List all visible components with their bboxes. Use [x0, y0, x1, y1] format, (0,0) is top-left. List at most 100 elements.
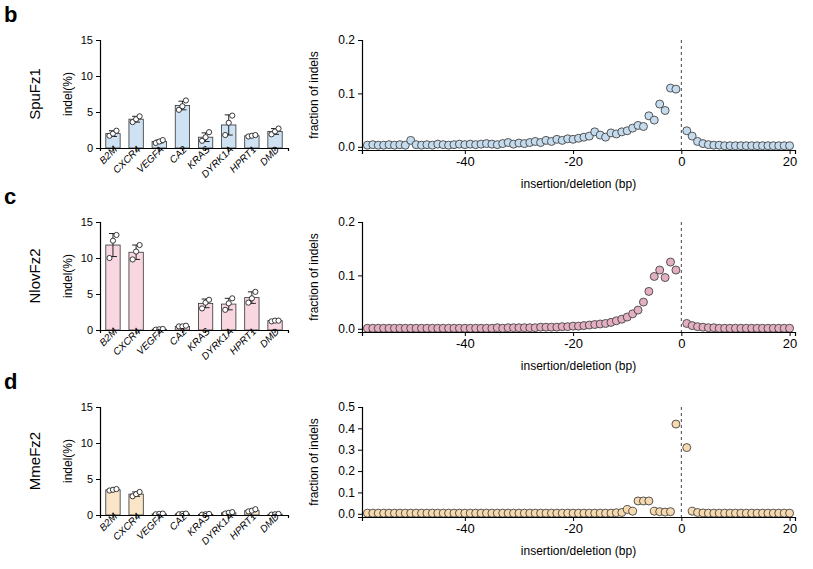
y-tick [358, 40, 362, 41]
x-axis: -40-20020 [363, 150, 798, 169]
tick: 0.1 [338, 87, 362, 101]
replicate-point [114, 486, 119, 491]
tick: VEGFA [134, 144, 165, 175]
x-tick-label: -20 [564, 154, 583, 169]
y-tick [96, 330, 100, 331]
tick: 0.0 [338, 322, 362, 336]
tick: DYRK1A [199, 144, 235, 180]
x-tick-label: DYRK1A [199, 144, 235, 180]
tick: 0.1 [338, 269, 362, 283]
point [650, 272, 658, 280]
tick: 5 [87, 288, 100, 300]
y-axis-title: fraction of indels [307, 51, 321, 138]
y-tick [96, 443, 100, 444]
y-tick-label: 5 [87, 106, 93, 118]
tick: HPRT1 [227, 144, 258, 175]
axis-line [358, 223, 363, 333]
point [645, 287, 653, 295]
plot-area [106, 486, 282, 515]
x-tick-label: VEGFA [134, 144, 165, 175]
tick: DYRK1A [199, 326, 235, 362]
y-tick [96, 258, 100, 259]
x-axis-title: insertion/deletion (bp) [521, 359, 636, 373]
point [639, 123, 647, 131]
y-tick [358, 492, 362, 493]
reference-line [681, 222, 682, 332]
y-tick-label: 15 [81, 34, 93, 46]
replicate-point [223, 307, 228, 312]
replicate-point [253, 507, 258, 512]
x-tick-label: HPRT1 [227, 511, 258, 542]
x-tick-label: DYRK1A [199, 326, 235, 362]
plot-area [363, 40, 793, 150]
tick: 0 [87, 324, 100, 336]
point [639, 298, 647, 306]
replicate-point [160, 137, 165, 142]
tick: 0 [678, 517, 685, 536]
tick: -20 [564, 150, 583, 169]
tick: 0.2 [338, 464, 362, 478]
x-tick-label: 20 [783, 336, 797, 351]
point [634, 306, 642, 314]
tick: VEGFA [134, 511, 165, 542]
tick: DMD [258, 511, 282, 535]
tick: 5 [87, 106, 100, 118]
y-axis: 0.0 0.1 0.2 [338, 215, 362, 336]
tick: -20 [564, 517, 583, 536]
point [645, 497, 653, 505]
y-tick-label: 0 [87, 324, 93, 336]
replicate-point [249, 296, 254, 301]
x-axis: -40-20020 [363, 517, 798, 536]
replicate-point [183, 323, 188, 328]
y-tick [96, 40, 100, 41]
y-tick [96, 112, 100, 113]
point [672, 420, 680, 428]
y-tick-label: 0.2 [338, 215, 355, 229]
y-tick-label: 0.0 [338, 507, 355, 521]
y-tick [96, 515, 100, 516]
replicate-point [276, 126, 281, 131]
tick: 0 [87, 509, 100, 521]
y-axis: 051015 [81, 401, 101, 521]
y-tick-label: 0.2 [338, 464, 355, 478]
replicate-point [199, 306, 204, 311]
row-title: NlovFz2 [26, 248, 43, 303]
point [786, 142, 794, 150]
replicate-point [226, 301, 231, 306]
axis-line [96, 41, 101, 149]
y-tick-label: 10 [81, 252, 93, 264]
y-axis-title: fraction of indels [307, 233, 321, 320]
y-tick [358, 329, 362, 330]
row-title: SpuFz1 [26, 68, 43, 120]
y-tick-label: 0.0 [338, 322, 355, 336]
y-tick-label: 0.1 [338, 269, 355, 283]
x-tick-label: DMD [258, 326, 282, 350]
tick: 5 [87, 473, 100, 485]
tick: 0.3 [338, 443, 362, 457]
point [786, 509, 794, 517]
x-axis: B2MCXCR4VEGFACA2KRASDYRK1AHPRT1DMD [97, 510, 288, 547]
x-axis: B2MCXCR4VEGFACA2KRASDYRK1AHPRT1DMD [97, 325, 288, 362]
point [629, 507, 637, 515]
y-tick-label: 0 [87, 509, 93, 521]
tick: 0.0 [338, 507, 362, 521]
replicate-point [114, 232, 119, 237]
tick: -40 [456, 517, 475, 536]
plot-area [363, 407, 793, 517]
x-tick-label: VEGFA [134, 326, 165, 357]
reference-line [681, 40, 682, 150]
replicate-point [137, 114, 142, 119]
x-tick-label: VEGFA [134, 511, 165, 542]
x-tick-label: -40 [456, 154, 475, 169]
y-tick [358, 222, 362, 223]
axis-line [358, 408, 363, 518]
plot-area [106, 98, 282, 148]
x-tick-label: DYRK1A [199, 511, 235, 547]
tick: 15 [81, 216, 100, 228]
bar [198, 303, 212, 330]
tick: 15 [81, 401, 100, 413]
y-tick-label: 0.2 [338, 33, 355, 47]
tick: 0 [678, 150, 685, 169]
tick: 10 [81, 70, 100, 82]
panel-label: b [4, 2, 17, 27]
